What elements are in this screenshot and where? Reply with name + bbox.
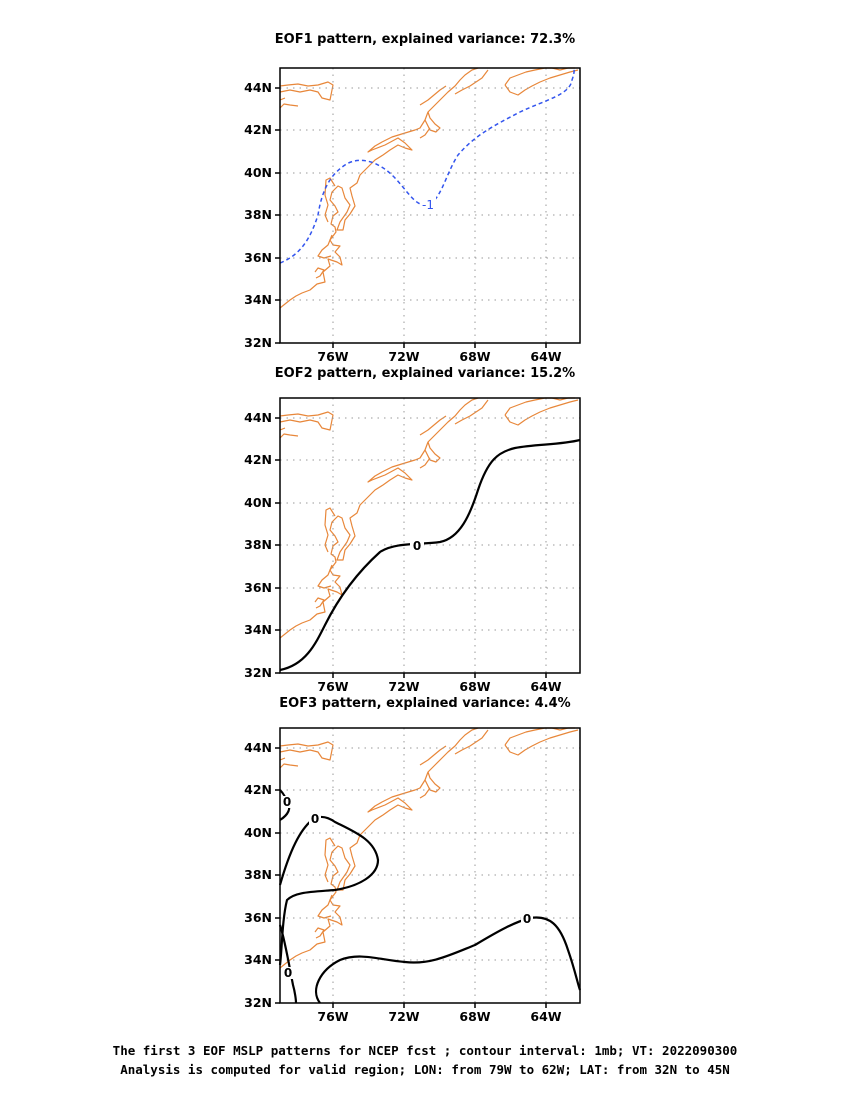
lat-tick-36n: 36N: [244, 910, 272, 925]
lat-tick-36n: 36N: [244, 580, 272, 595]
lon-tick-64w: 64W: [530, 679, 562, 694]
lat-tick-38n: 38N: [244, 867, 272, 882]
eof1-map: -1: [274, 67, 581, 349]
lon-tick-76w: 76W: [317, 1009, 349, 1024]
lat-tick-32n: 32N: [244, 335, 272, 350]
contour-label: -1: [422, 198, 434, 212]
contour-label: 0: [284, 966, 292, 980]
lat-tick-34n: 34N: [244, 292, 272, 307]
lon-tick-76w: 76W: [317, 349, 349, 364]
lat-tick-44n: 44N: [244, 80, 272, 95]
contour-label: 0: [311, 812, 319, 826]
eof3-map: 0 0 0 0: [274, 727, 582, 1009]
lat-tick-42n: 42N: [244, 782, 272, 797]
contour-zero-east: [314, 916, 582, 1004]
lon-tick-68w: 68W: [459, 349, 491, 364]
lat-tick-38n: 38N: [244, 537, 272, 552]
lat-tick-38n: 38N: [244, 207, 272, 222]
eof2-title: EOF2 pattern, explained variance: 15.2%: [274, 366, 576, 381]
lat-tick-44n: 44N: [244, 410, 272, 425]
lat-tick-40n: 40N: [244, 495, 272, 510]
lon-tick-68w: 68W: [459, 1009, 491, 1024]
lat-tick-42n: 42N: [244, 122, 272, 137]
lat-tick-44n: 44N: [244, 740, 272, 755]
lat-tick-40n: 40N: [244, 825, 272, 840]
lon-tick-68w: 68W: [459, 679, 491, 694]
lon-tick-72w: 72W: [388, 1009, 420, 1024]
lat-tick-40n: 40N: [244, 165, 272, 180]
lat-tick-42n: 42N: [244, 452, 272, 467]
eof3-title: EOF3 pattern, explained variance: 4.4%: [279, 696, 571, 711]
contour-zero: [279, 438, 581, 672]
contour-label: 0: [413, 539, 421, 553]
lon-tick-72w: 72W: [388, 679, 420, 694]
lat-tick-36n: 36N: [244, 250, 272, 265]
caption-line-1: The first 3 EOF MSLP patterns for NCEP f…: [112, 1043, 738, 1058]
contour-zero-south: [278, 924, 298, 1004]
caption-line-2: Analysis is computed for valid region; L…: [120, 1062, 730, 1077]
contour-label: 0: [523, 912, 531, 926]
contour-label: 0: [283, 795, 291, 809]
lat-tick-32n: 32N: [244, 995, 272, 1010]
lon-tick-72w: 72W: [388, 349, 420, 364]
lat-tick-32n: 32N: [244, 665, 272, 680]
lon-tick-64w: 64W: [530, 349, 562, 364]
lat-tick-34n: 34N: [244, 622, 272, 637]
eof2-map: 0: [274, 397, 581, 679]
lon-tick-64w: 64W: [530, 1009, 562, 1024]
lon-tick-76w: 76W: [317, 679, 349, 694]
eof1-title: EOF1 pattern, explained variance: 72.3%: [274, 32, 576, 47]
lat-tick-34n: 34N: [244, 952, 272, 967]
